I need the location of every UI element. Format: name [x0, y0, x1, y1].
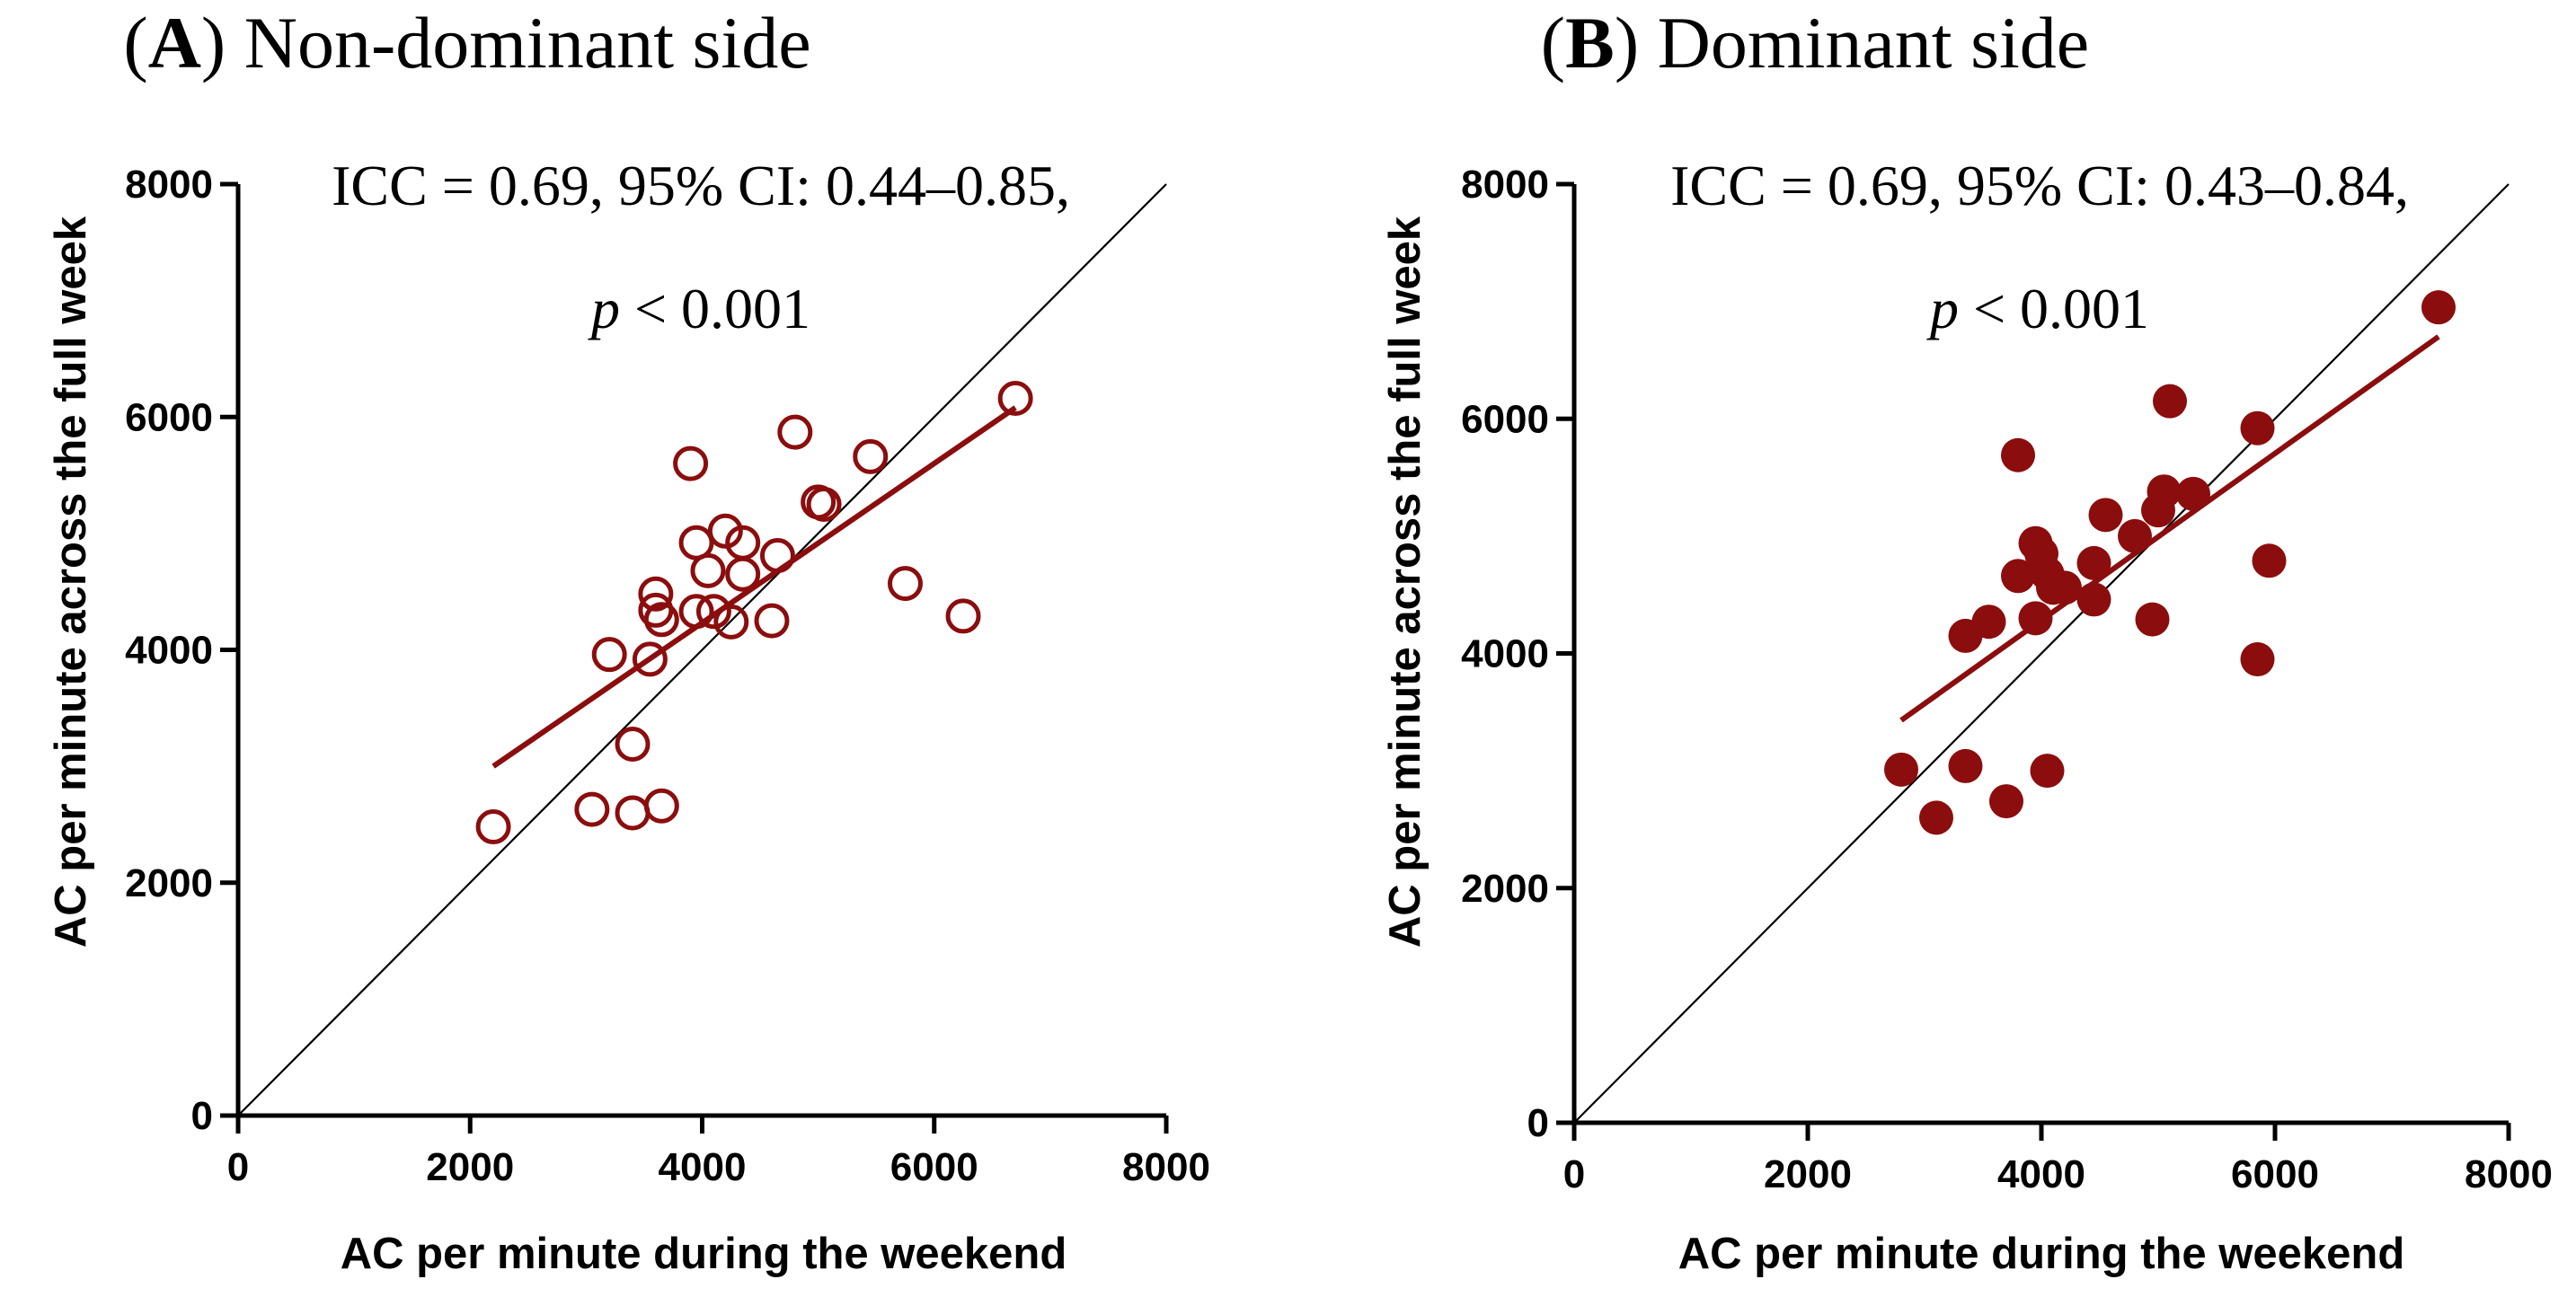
panel-a-x-tick-label: 4000 [659, 1145, 747, 1189]
panel-b-y-tick-label: 6000 [1461, 397, 1549, 441]
panel-a-y-tick-label: 8000 [125, 163, 213, 207]
panel-a-data-point [695, 594, 731, 630]
panel-a-x-axis-label: AC per minute during the weekend [341, 1230, 1067, 1278]
panel-a-data-point [574, 791, 610, 827]
panel-a-y-tick-label: 0 [191, 1094, 213, 1138]
panel-b-x-tick-label: 0 [1563, 1152, 1585, 1196]
panel-b-data-point [2076, 582, 2111, 617]
panel-b-data-point [2176, 476, 2210, 511]
panel-b-y-tick-label: 4000 [1461, 632, 1549, 676]
panel-b-data-point [2147, 474, 2182, 509]
panel-b-data-point [2018, 601, 2053, 636]
panel-a-y-axis-label: AC per minute across the full week [47, 216, 95, 948]
panel-a-identity-line [237, 183, 1167, 1116]
panel-b-x-tick-label: 6000 [2231, 1152, 2319, 1196]
panel-a-data-point [713, 604, 749, 640]
panel-b-data-point [2048, 570, 2082, 605]
panel-a-x-tick-label: 8000 [1122, 1145, 1210, 1189]
panel-b-x-tick-label: 4000 [1997, 1152, 2085, 1196]
panel-b-identity-line [1573, 183, 2510, 1124]
panel-b-data-point [2153, 384, 2187, 419]
panel-b-data-point [1971, 604, 2006, 640]
panel-a-data-point [678, 525, 714, 560]
panel-b-data-point [1948, 748, 1983, 783]
panel-b-data-point [2001, 559, 2035, 594]
panel-b-y-tick-label: 2000 [1461, 867, 1549, 911]
panel-a-data-point [638, 576, 674, 612]
panel-b-data-point [2118, 518, 2152, 553]
panel-b-data-point [1989, 784, 2023, 819]
panel-a: (A) Non-dominant side ICC = 0.69, 95% CI… [47, 2, 1210, 1278]
panel-a-y-tick-label: 6000 [125, 395, 213, 439]
panel-a-x-tick-label: 6000 [890, 1145, 978, 1189]
panel-a-data-point [632, 641, 668, 677]
panel-b-data-point [1919, 800, 1953, 835]
panel-b-data-point [2088, 498, 2123, 533]
panel-a-data-point [997, 381, 1033, 417]
panel-b-data-point [2240, 642, 2275, 677]
panel-b-data-point [1884, 752, 1918, 787]
panel-a-data-point [887, 566, 923, 602]
panel-b-y-tick-label: 0 [1527, 1101, 1549, 1145]
panel-a-y-tick-label: 2000 [125, 861, 213, 905]
panel-a-title: (A) Non-dominant side [123, 2, 810, 84]
panel-b-x-tick-label: 8000 [2465, 1152, 2553, 1196]
panel-b-p-value-text: p < 0.001 [1926, 277, 2149, 340]
panel-a-icc-text: ICC = 0.69, 95% CI: 0.44–0.85, [332, 154, 1070, 217]
panel-b-plot-area: 0 2000 4000 6000 8000 0 2000 4000 6000 8000 [1461, 163, 2553, 1196]
panel-b-data-point [2421, 290, 2456, 325]
panel-b-y-tick-label: 8000 [1461, 163, 1549, 207]
panel-a-data-point [643, 602, 679, 638]
panel-a-data-point [475, 809, 511, 845]
panel-b-data-point [2030, 754, 2065, 789]
panel-a-data-point [853, 438, 889, 474]
panel-b-data-point [2240, 410, 2275, 446]
panel-a-x-tick-label: 2000 [426, 1145, 514, 1189]
panel-b-y-axis-label: AC per minute across the full week [1381, 216, 1430, 948]
panel-a-data-point [643, 788, 679, 824]
panel-b-x-axis-label: AC per minute during the weekend [1678, 1230, 2405, 1278]
panel-a-data-point [725, 556, 761, 592]
panel-b-data-point [2135, 602, 2170, 637]
panel-a-plot-area: 0 2000 4000 6000 8000 0 2000 4000 6000 8000 [125, 163, 1210, 1189]
panel-b-icc-text: ICC = 0.69, 95% CI: 0.43–0.84, [1670, 154, 2409, 217]
panel-a-data-point [945, 598, 981, 634]
panel-b-data-point [2076, 545, 2111, 580]
panel-a-data-point [777, 414, 813, 450]
panel-a-x-tick-label: 0 [227, 1145, 249, 1189]
panel-a-data-point [707, 513, 743, 549]
panel-b-x-tick-label: 2000 [1764, 1152, 1852, 1196]
panel-a-data-point [759, 538, 795, 574]
panel-b-title: (B) Dominant side [1541, 2, 2089, 84]
panel-a-data-point [678, 594, 714, 630]
panel-a-p-value-text: p < 0.001 [588, 277, 810, 340]
panel-a-data-point [673, 446, 709, 481]
panel-a-data-point [754, 603, 790, 639]
panel-a-data-point [591, 637, 627, 673]
panel-a-data-point [615, 795, 651, 831]
panel-b: (B) Dominant side ICC = 0.69, 95% CI: 0.… [1381, 2, 2553, 1278]
panel-a-y-tick-label: 4000 [125, 629, 213, 673]
panel-a-data-point [806, 486, 842, 522]
panel-a-data-point [615, 726, 651, 762]
panel-b-fit-line [1899, 334, 2440, 723]
panel-b-data-point [2252, 543, 2287, 578]
panel-b-data-point [2001, 437, 2035, 472]
